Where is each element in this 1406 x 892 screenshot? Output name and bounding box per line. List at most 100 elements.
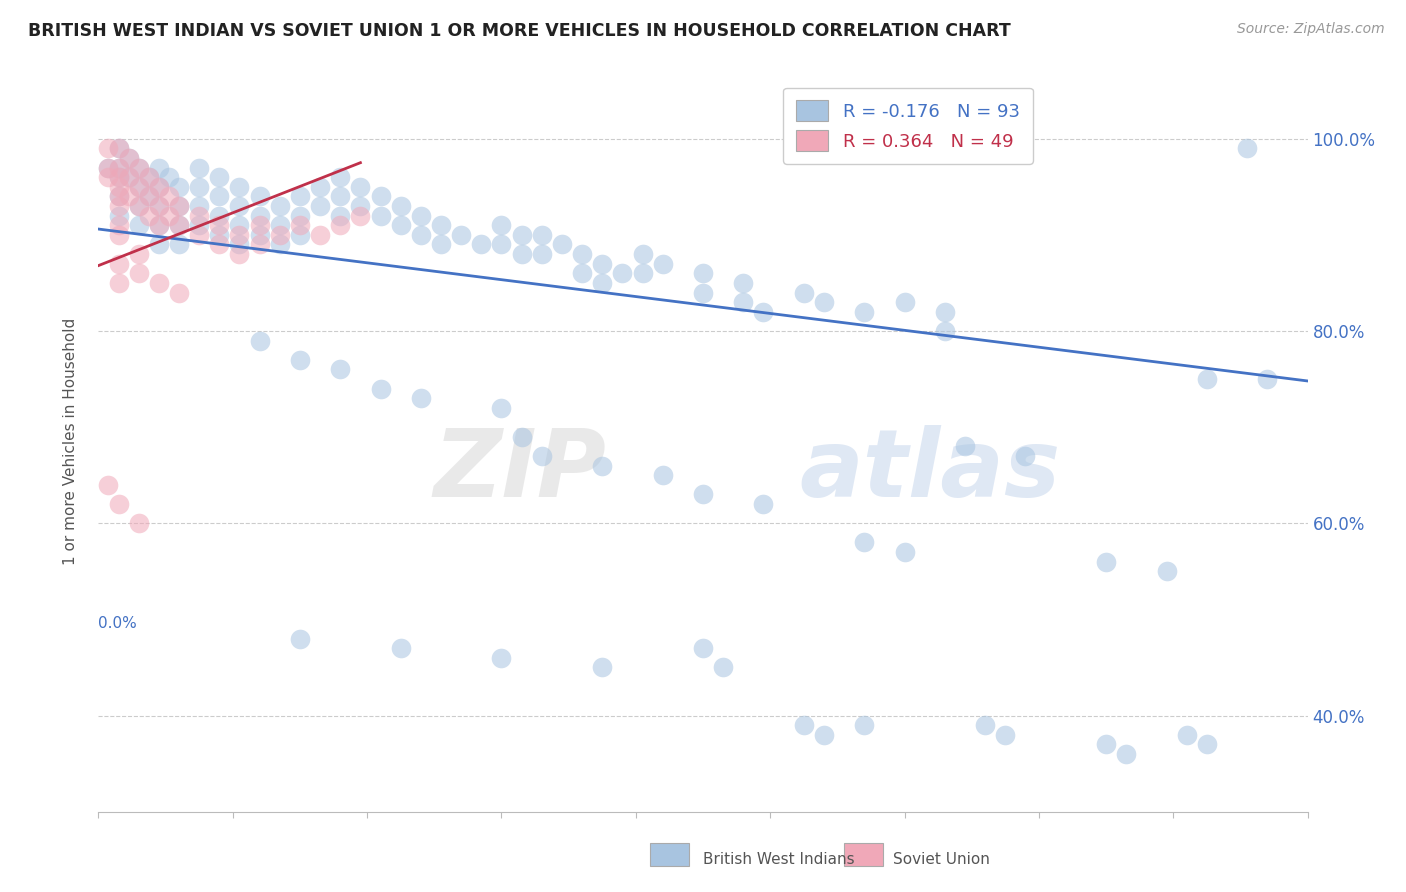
Point — [249, 218, 271, 232]
Point — [491, 401, 513, 415]
Point — [510, 227, 533, 242]
Point — [370, 189, 392, 203]
Point — [167, 218, 190, 232]
Point — [530, 227, 553, 242]
Point — [409, 209, 432, 223]
Point — [118, 170, 141, 185]
Point — [148, 179, 170, 194]
Point — [107, 141, 129, 155]
Point — [692, 487, 714, 501]
Point — [249, 334, 271, 348]
Point — [188, 218, 211, 232]
Point — [208, 227, 231, 242]
Point — [1256, 372, 1278, 386]
Point — [107, 170, 129, 185]
Point — [107, 161, 129, 175]
Point — [571, 266, 593, 280]
Bar — [844, 843, 883, 866]
Point — [148, 276, 170, 290]
Point — [1014, 449, 1036, 463]
Point — [167, 199, 190, 213]
Text: British West Indians: British West Indians — [703, 852, 855, 867]
Point — [148, 161, 170, 175]
Point — [107, 209, 129, 223]
Point — [329, 362, 352, 376]
Point — [370, 382, 392, 396]
Point — [893, 545, 915, 559]
Text: Source: ZipAtlas.com: Source: ZipAtlas.com — [1237, 22, 1385, 37]
Point — [288, 227, 311, 242]
Point — [148, 199, 170, 213]
Point — [138, 170, 160, 185]
Point — [107, 189, 129, 203]
Point — [188, 161, 211, 175]
Point — [733, 276, 755, 290]
Point — [510, 430, 533, 444]
Text: atlas: atlas — [800, 425, 1062, 517]
Point — [167, 218, 190, 232]
Point — [157, 170, 180, 185]
Point — [389, 199, 412, 213]
Point — [107, 179, 129, 194]
Point — [138, 189, 160, 203]
Point — [370, 209, 392, 223]
Point — [107, 227, 129, 242]
Point — [228, 227, 250, 242]
Point — [752, 497, 775, 511]
Point — [510, 247, 533, 261]
Point — [228, 199, 250, 213]
Point — [934, 304, 956, 318]
Text: Soviet Union: Soviet Union — [893, 852, 990, 867]
Text: 0.0%: 0.0% — [98, 615, 138, 631]
Point — [389, 218, 412, 232]
Point — [793, 718, 815, 732]
Point — [269, 227, 291, 242]
Point — [1175, 728, 1198, 742]
Point — [631, 266, 654, 280]
Point — [269, 199, 291, 213]
Point — [97, 170, 120, 185]
Point — [167, 237, 190, 252]
Point — [752, 304, 775, 318]
Point — [269, 218, 291, 232]
Point — [128, 161, 150, 175]
Point — [1195, 738, 1218, 752]
Point — [349, 179, 371, 194]
Point — [430, 237, 453, 252]
Point — [813, 728, 835, 742]
Point — [128, 266, 150, 280]
Point — [128, 199, 150, 213]
Point — [107, 497, 129, 511]
Point — [1195, 372, 1218, 386]
Point — [309, 199, 332, 213]
Point — [138, 189, 160, 203]
Point — [711, 660, 734, 674]
Point — [288, 352, 311, 367]
Point — [329, 170, 352, 185]
Point — [118, 151, 141, 165]
Point — [1095, 738, 1118, 752]
Point — [853, 535, 876, 549]
Point — [551, 237, 574, 252]
Point — [107, 189, 129, 203]
Point — [118, 151, 141, 165]
Point — [208, 189, 231, 203]
Point — [167, 179, 190, 194]
Point — [228, 218, 250, 232]
Point — [228, 247, 250, 261]
Point — [118, 189, 141, 203]
Point — [157, 209, 180, 223]
Point — [138, 170, 160, 185]
Point — [288, 209, 311, 223]
Point — [128, 161, 150, 175]
Point — [793, 285, 815, 300]
Point — [612, 266, 634, 280]
Point — [148, 237, 170, 252]
Point — [692, 266, 714, 280]
Point — [651, 468, 673, 483]
Point — [107, 170, 129, 185]
Point — [97, 141, 120, 155]
Point — [349, 209, 371, 223]
Point — [1095, 555, 1118, 569]
Point — [450, 227, 472, 242]
